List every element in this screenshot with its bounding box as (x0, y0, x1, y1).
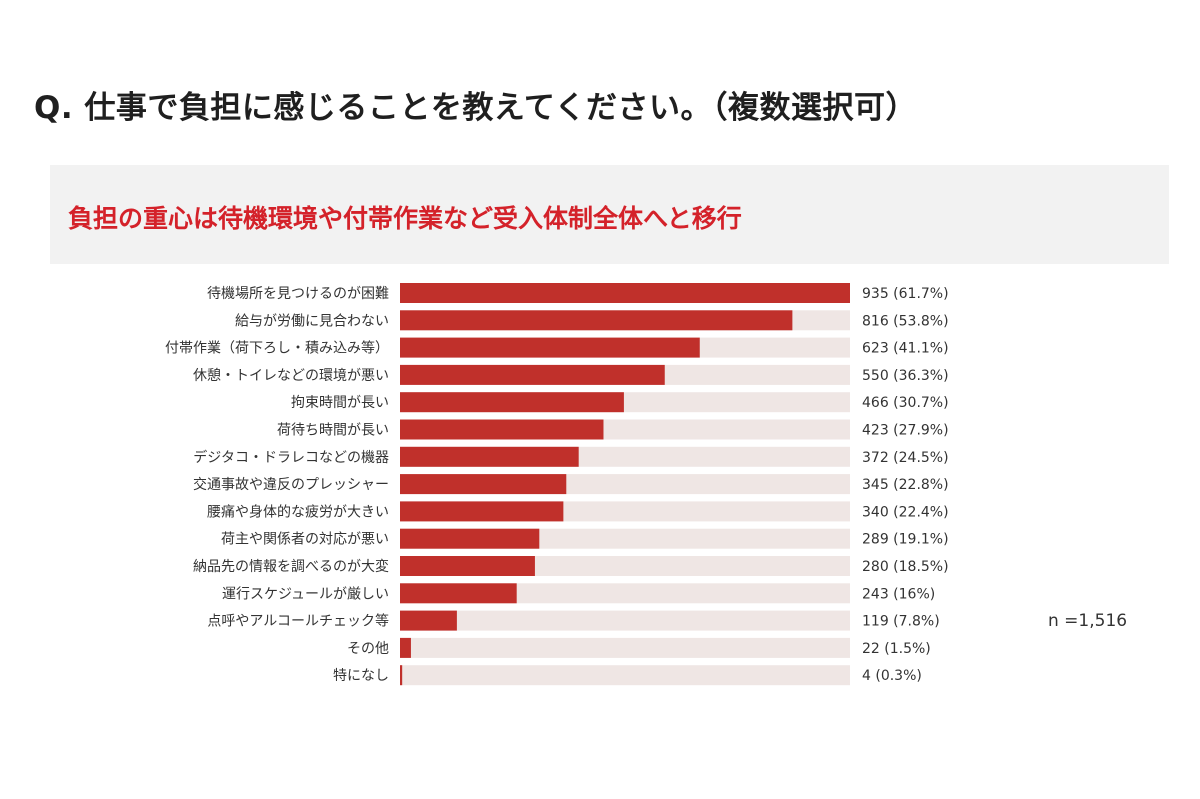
category-label: 付帯作業（荷下ろし・積み込み等） (165, 340, 389, 357)
bar (400, 637, 411, 658)
data-label: 935 (61.7%) (862, 286, 949, 302)
data-label: 289 (19.1%) (862, 532, 949, 548)
bar (400, 610, 457, 631)
bar (400, 337, 700, 358)
category-label: 交通事故や違反のプレッシャー (193, 476, 389, 493)
category-label: 給与が労働に見合わない (235, 313, 389, 329)
category-label: 荷待ち時間が長い (277, 423, 389, 439)
category-label: 待機場所を見つけるのが困難 (207, 286, 389, 302)
bar (400, 446, 579, 467)
bar (400, 364, 665, 385)
bar (400, 556, 535, 576)
category-label: 拘束時間が長い (291, 395, 389, 411)
category-label: その他 (347, 641, 389, 657)
headline-banner: 負担の重心は待機環境や付帯作業など受入体制全体へと移行 (50, 165, 1169, 264)
data-label: 345 (22.8%) (862, 477, 949, 493)
data-label: 550 (36.3%) (862, 368, 949, 384)
bar (400, 419, 604, 440)
category-label: 点呼やアルコールチェック等 (207, 613, 389, 630)
category-label: デジタコ・ドラレコなどの機器 (193, 449, 389, 466)
bar-track (400, 637, 850, 658)
bar (400, 501, 564, 522)
category-label: 特になし (333, 668, 389, 684)
question-title: Q. 仕事で負担に感じることを教えてください。（複数選択可） (34, 90, 917, 126)
data-label: 372 (24.5%) (862, 450, 949, 466)
bar (400, 583, 517, 604)
bar (400, 283, 850, 303)
category-label: 運行スケジュールが厳しい (222, 586, 389, 602)
category-label: 休憩・トイレなどの環境が悪い (193, 367, 389, 384)
headline-text: 負担の重心は待機環境や付帯作業など受入体制全体へと移行 (68, 204, 742, 233)
bar (400, 310, 793, 331)
category-label: 荷主や関係者の対応が悪い (221, 532, 389, 548)
bar (400, 392, 624, 413)
data-label: 243 (16%) (862, 586, 935, 602)
data-label: 280 (18.5%) (862, 559, 949, 575)
sample-size-label: n =1,516 (1048, 611, 1128, 631)
data-label: 423 (27.9%) (862, 423, 949, 439)
data-label: 119 (7.8%) (862, 614, 940, 630)
data-label: 22 (1.5%) (862, 641, 931, 657)
bar (400, 528, 540, 549)
data-label: 4 (0.3%) (862, 668, 922, 684)
data-label: 816 (53.8%) (862, 313, 949, 329)
category-label: 腰痛や身体的な疲労が大きい (207, 503, 389, 520)
category-label: 納品先の情報を調べるのが大変 (193, 558, 389, 575)
data-label: 340 (22.4%) (862, 504, 949, 520)
bar-track (400, 665, 850, 686)
bar (400, 665, 403, 686)
data-label: 623 (41.1%) (862, 341, 949, 357)
bar (400, 474, 567, 495)
bar-track (400, 610, 850, 631)
data-label: 466 (30.7%) (862, 395, 949, 411)
